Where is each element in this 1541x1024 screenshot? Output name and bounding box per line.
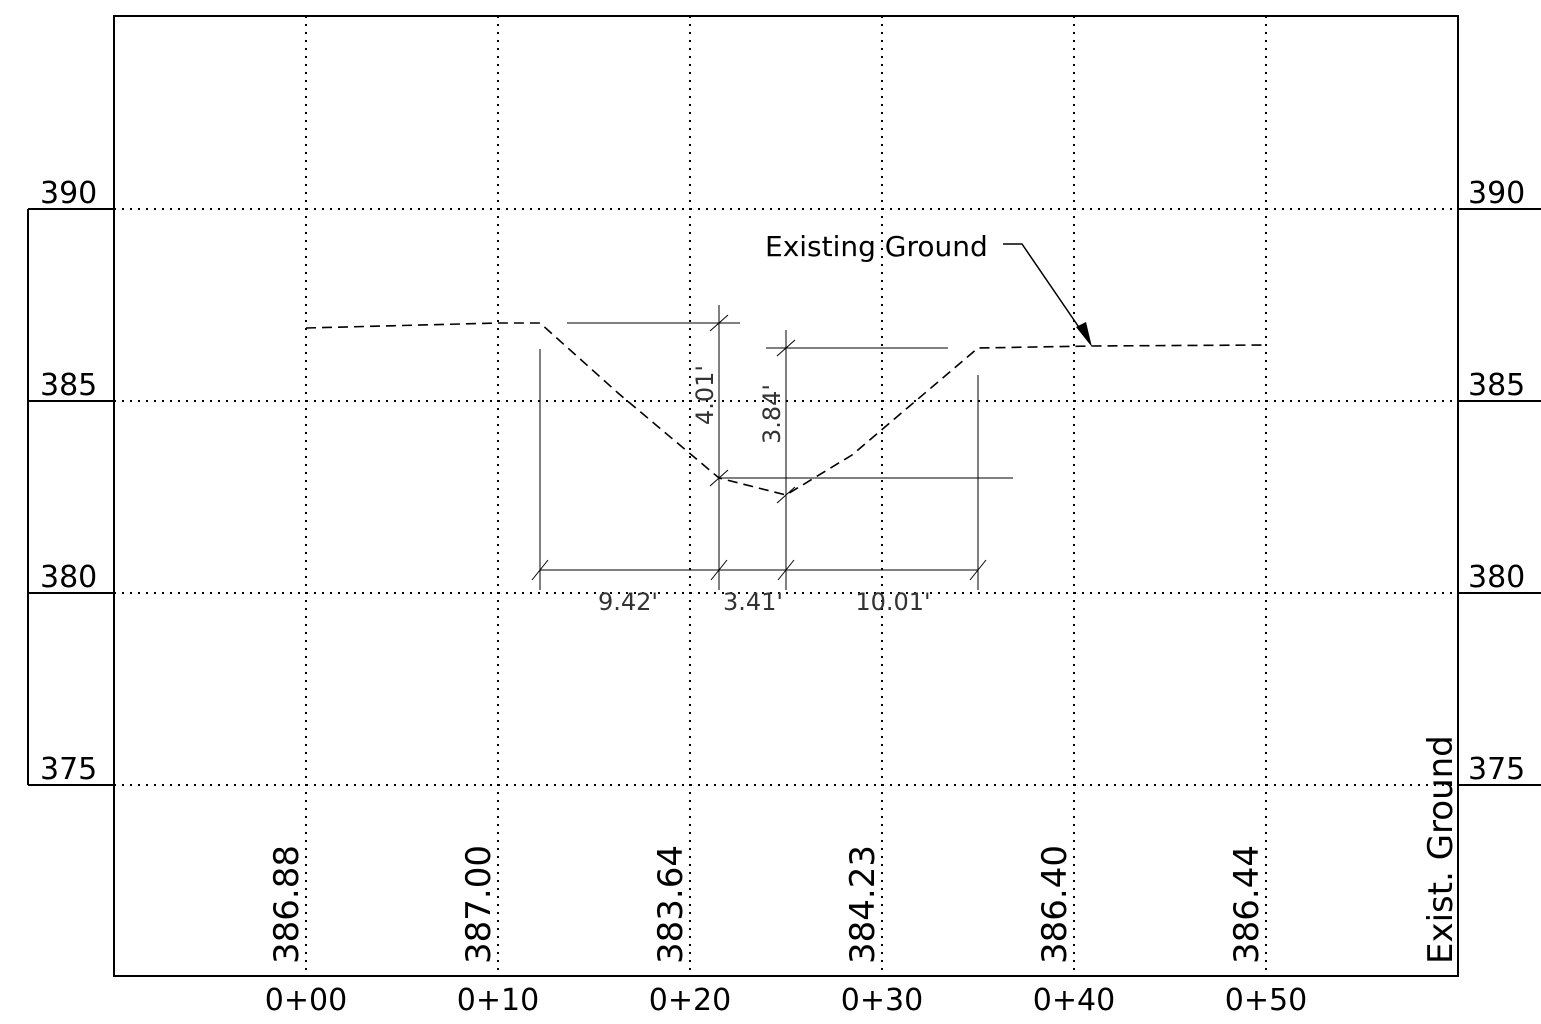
callout-arrowhead [1076, 322, 1092, 347]
elev-label-left-375: 375 [40, 752, 97, 787]
station-label-30: 0+30 [841, 983, 923, 1018]
ground-value-20: 383.64 [651, 845, 691, 964]
dim-label-h2: 3.41' [723, 588, 783, 616]
vertical-dimension-2 [766, 330, 948, 510]
elev-label-right-380: 380 [1468, 560, 1525, 595]
dim-label-h3: 10.01' [855, 588, 930, 616]
dim-v2-tick-top [776, 339, 796, 357]
dim-v1-tick-bottom [709, 469, 729, 487]
elev-label-right-385: 385 [1468, 368, 1525, 403]
dim-h-tick-2 [710, 559, 728, 581]
ground-value-30: 384.23 [843, 845, 883, 964]
ground-value-0: 386.88 [267, 845, 307, 964]
plot-frame [113, 15, 1459, 977]
vertical-dimension-1 [567, 305, 1013, 496]
dim-h-tick-3 [777, 559, 795, 581]
row-label-exist-ground: Exist. Ground [1421, 735, 1461, 964]
elev-label-right-375: 375 [1468, 752, 1525, 787]
dim-label-v2: 3.84' [758, 384, 786, 444]
dim-v2-tick-bottom [776, 486, 796, 504]
dim-label-v1: 4.01' [691, 365, 719, 425]
ground-value-10: 387.00 [459, 845, 499, 964]
callout-existing-ground: Existing Ground [765, 230, 988, 263]
station-label-40: 0+40 [1033, 983, 1115, 1018]
callout-leader [1003, 243, 1090, 343]
elev-label-left-390: 390 [40, 176, 97, 211]
dim-v1-tick-top [709, 314, 729, 332]
horizontal-dimension [531, 349, 987, 590]
station-label-10: 0+10 [457, 983, 539, 1018]
dim-label-h1: 9.42' [598, 588, 658, 616]
elev-label-left-385: 385 [40, 368, 97, 403]
dim-h-tick-4 [969, 559, 987, 581]
station-label-50: 0+50 [1225, 983, 1307, 1018]
ground-value-40: 386.40 [1035, 845, 1075, 964]
ground-value-50: 386.44 [1227, 845, 1267, 964]
station-label-0: 0+00 [265, 983, 347, 1018]
station-label-20: 0+20 [649, 983, 731, 1018]
elev-label-left-380: 380 [40, 560, 97, 595]
existing-ground-profile [305, 322, 1267, 496]
elev-label-right-390: 390 [1468, 176, 1525, 211]
dim-h-tick-1 [531, 559, 549, 581]
